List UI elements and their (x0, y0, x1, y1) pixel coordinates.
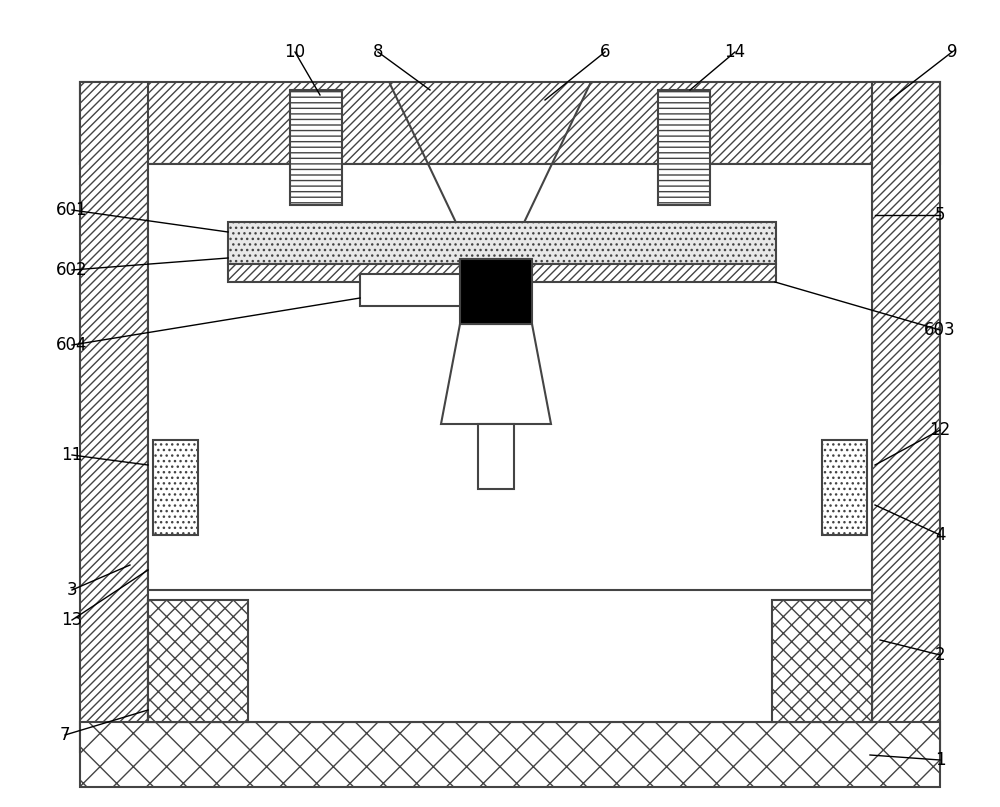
Text: 4: 4 (935, 526, 945, 544)
Text: 8: 8 (373, 43, 383, 61)
Text: 12: 12 (929, 421, 951, 439)
Text: 2: 2 (935, 646, 945, 664)
Text: 3: 3 (67, 581, 77, 599)
Bar (153, 440, 198, 535)
Bar (460, 259, 532, 324)
Bar (360, 274, 460, 306)
Text: 604: 604 (56, 336, 88, 354)
Text: 7: 7 (60, 726, 70, 744)
Text: 9: 9 (947, 43, 957, 61)
Bar (872, 82, 940, 752)
Text: 5: 5 (935, 206, 945, 224)
Text: 1: 1 (935, 751, 945, 769)
Text: 6: 6 (600, 43, 610, 61)
Bar (228, 222, 776, 264)
Bar (478, 424, 514, 489)
Bar (80, 722, 940, 787)
Text: 11: 11 (61, 446, 83, 464)
Bar (80, 82, 148, 752)
Text: 10: 10 (284, 43, 306, 61)
Text: 13: 13 (61, 611, 83, 629)
Text: 14: 14 (724, 43, 746, 61)
Bar (822, 440, 867, 535)
Bar (228, 264, 776, 282)
Text: 603: 603 (924, 321, 956, 339)
Text: 601: 601 (56, 201, 88, 219)
Bar (148, 600, 248, 722)
Bar (80, 82, 940, 164)
Bar (658, 90, 710, 205)
Bar (290, 90, 342, 205)
Bar (772, 600, 872, 722)
Polygon shape (441, 324, 551, 424)
Text: 602: 602 (56, 261, 88, 279)
Bar (148, 164, 872, 722)
